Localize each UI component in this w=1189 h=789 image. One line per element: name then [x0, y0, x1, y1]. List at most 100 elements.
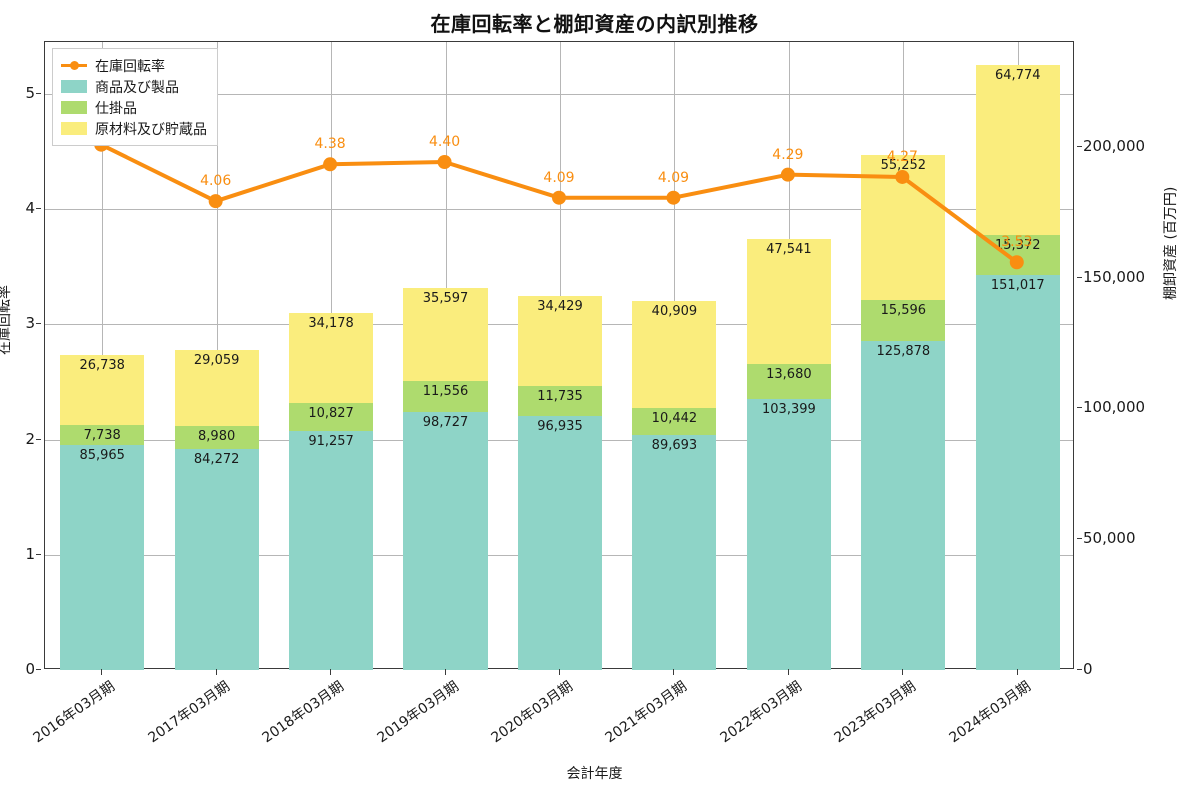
- x-axis-tick-mark: [330, 669, 332, 675]
- x-axis-tick-mark: [787, 669, 789, 675]
- bar-value-label: 34,429: [537, 298, 583, 314]
- bar-segment[interactable]: 125,878: [861, 340, 946, 670]
- bar-segment[interactable]: 96,935: [517, 416, 603, 670]
- x-axis-tick-mark: [902, 669, 904, 675]
- bar-value-label: 13,680: [766, 366, 812, 382]
- chart-legend: 在庫回転率 商品及び製品 仕掛品 原材料及び貯蔵品: [52, 48, 218, 146]
- swatch-icon: [61, 101, 87, 114]
- legend-item-materials[interactable]: 原材料及び貯蔵品: [61, 118, 207, 139]
- bar-segment[interactable]: 103,399: [746, 399, 831, 670]
- gridline-horizontal: [45, 93, 1073, 95]
- bar-segment[interactable]: 89,693: [632, 435, 717, 670]
- x-axis-tick-label: 2023年03月期: [831, 678, 920, 747]
- bar-value-label: 8,980: [198, 428, 236, 444]
- x-axis-tick-label: 2022年03月期: [717, 678, 805, 747]
- bar-value-label: 91,257: [308, 434, 354, 450]
- x-axis-tick-mark: [215, 669, 217, 675]
- bar-value-label: 125,878: [876, 343, 931, 359]
- legend-item-wip[interactable]: 仕掛品: [61, 97, 207, 118]
- bar-segment[interactable]: 34,178: [289, 313, 374, 403]
- bar-segment[interactable]: 15,596: [861, 299, 946, 341]
- bar-value-label: 35,597: [422, 291, 469, 307]
- bar-value-label: 151,017: [990, 277, 1045, 293]
- x-axis-tick-label: 2020年03月期: [488, 678, 576, 747]
- bar-segment[interactable]: 98,727: [403, 411, 488, 670]
- right-axis-tick-label: 150,000: [1077, 268, 1189, 286]
- bar-segment[interactable]: 11,556: [403, 381, 488, 412]
- bar-segment[interactable]: 151,017: [975, 274, 1060, 670]
- bar-value-label: 34,178: [308, 316, 354, 332]
- legend-item-merchandise[interactable]: 商品及び製品: [61, 76, 207, 97]
- bar-segment[interactable]: 29,059: [174, 349, 259, 426]
- swatch-icon: [61, 80, 87, 93]
- legend-label: 原材料及び貯蔵品: [95, 121, 207, 138]
- bar-value-label: 15,596: [880, 302, 927, 318]
- swatch-icon: [61, 122, 87, 135]
- bar-segment[interactable]: 10,827: [289, 402, 374, 432]
- bar-segment[interactable]: 7,738: [60, 424, 145, 446]
- bar-value-label: 11,556: [422, 384, 469, 400]
- bar-segment[interactable]: 34,429: [517, 295, 603, 386]
- left-axis-tick-label: 3: [0, 314, 41, 332]
- bar-segment[interactable]: 55,252: [861, 155, 946, 300]
- bar-segment[interactable]: 91,257: [289, 431, 374, 670]
- bar-segment[interactable]: 11,735: [517, 385, 603, 417]
- bar-value-label: 64,774: [995, 68, 1041, 84]
- bar-value-label: 11,735: [537, 388, 583, 404]
- bar-value-label: 89,693: [651, 438, 698, 454]
- left-axis-tick-label: 0: [0, 660, 41, 678]
- bar-value-label: 84,272: [193, 452, 240, 468]
- x-axis-tick-mark: [673, 669, 675, 675]
- bar-segment[interactable]: 13,680: [746, 363, 831, 400]
- bar-value-label: 98,727: [422, 414, 469, 430]
- bar-value-label: 103,399: [762, 402, 816, 418]
- bar-value-label: 85,965: [79, 448, 125, 464]
- bar-segment[interactable]: 84,272: [174, 449, 259, 670]
- left-axis-tick-label: 1: [0, 545, 41, 563]
- bar-value-label: 15,372: [995, 237, 1041, 253]
- x-axis-tick-label: 2021年03月期: [602, 678, 691, 747]
- right-axis-tick-label: 50,000: [1077, 529, 1189, 547]
- bar-value-label: 26,738: [79, 357, 125, 373]
- legend-label: 商品及び製品: [95, 79, 179, 96]
- right-axis-tick-label: 200,000: [1077, 137, 1189, 155]
- left-axis-tick-label: 2: [0, 430, 41, 448]
- bar-segment[interactable]: 64,774: [975, 65, 1060, 235]
- x-axis-tick-mark: [559, 669, 560, 675]
- bar-value-label: 96,935: [537, 419, 583, 435]
- bar-value-label: 47,541: [766, 242, 812, 258]
- chart-title: 在庫回転率と棚卸資産の内訳別推移: [430, 12, 759, 36]
- bar-value-label: 10,827: [308, 405, 354, 421]
- right-axis-tick-label: 100,000: [1077, 398, 1189, 416]
- bar-value-label: 29,059: [193, 352, 240, 368]
- legend-label: 仕掛品: [95, 100, 137, 117]
- bar-segment[interactable]: 15,372: [975, 234, 1060, 275]
- x-axis-tick-mark: [444, 669, 446, 675]
- bar-value-label: 10,442: [651, 410, 698, 426]
- bar-segment[interactable]: 26,738: [60, 354, 145, 425]
- left-axis-tick-label: 4: [0, 199, 41, 217]
- legend-label: 在庫回転率: [95, 58, 165, 75]
- bar-segment[interactable]: 85,965: [60, 445, 145, 670]
- x-axis-tick-mark: [101, 669, 103, 675]
- bar-value-label: 55,252: [880, 158, 927, 174]
- x-axis-tick-label: 2017年03月期: [145, 678, 233, 747]
- x-axis-tick-mark: [1016, 669, 1018, 675]
- bar-segment[interactable]: 8,980: [174, 425, 259, 450]
- bar-segment[interactable]: 47,541: [746, 239, 831, 364]
- bar-segment[interactable]: 35,597: [403, 288, 488, 382]
- x-axis-title: 会計年度: [566, 766, 623, 782]
- legend-item-turnover[interactable]: 在庫回転率: [61, 55, 207, 76]
- bar-segment[interactable]: 10,442: [632, 407, 717, 436]
- bar-value-label: 7,738: [83, 427, 121, 443]
- x-axis-tick-label: 2024年03月期: [946, 678, 1034, 747]
- x-axis-tick-label: 2018年03月期: [259, 678, 348, 747]
- x-axis-tick-label: 2016年03月期: [30, 678, 119, 747]
- left-axis-tick-label: 5: [0, 84, 41, 102]
- bar-value-label: 40,909: [651, 303, 698, 319]
- x-axis-tick-label: 2019年03月期: [374, 678, 462, 747]
- line-marker-icon: [61, 59, 87, 72]
- right-axis-tick-label: 0: [1077, 660, 1189, 678]
- bar-segment[interactable]: 40,909: [632, 300, 717, 408]
